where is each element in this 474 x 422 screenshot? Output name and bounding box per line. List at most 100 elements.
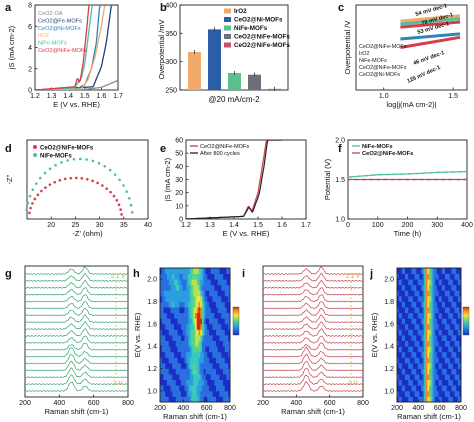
heatmap-cell [181, 273, 184, 280]
raman-frame [262, 265, 364, 398]
heatmap-cell [210, 357, 213, 364]
heatmap-cell [448, 390, 451, 397]
heatmap-cell [449, 268, 452, 274]
heatmap-cell [429, 379, 431, 386]
heatmap-cell [205, 368, 208, 375]
heatmap-cell [191, 268, 194, 274]
data-point [53, 180, 57, 184]
heatmap-cell [451, 295, 454, 302]
heatmap-cell [202, 374, 205, 381]
heatmap-cell [179, 390, 182, 397]
heatmap-cell [193, 368, 196, 375]
heatmap-cell [414, 346, 417, 353]
heatmap-cell [161, 295, 164, 302]
heatmap-cell [224, 340, 227, 347]
heatmap-cell [425, 307, 428, 314]
heatmap-cell [174, 268, 177, 274]
heatmap-cell [437, 329, 439, 336]
heatmap-cell [408, 390, 411, 397]
heatmap-cell [411, 340, 414, 347]
heatmap-cell [446, 362, 449, 369]
spectrum-line [24, 328, 129, 337]
heatmap-cell [441, 374, 444, 381]
heatmap-cell [195, 329, 198, 336]
heatmap-cell [167, 357, 170, 364]
annotation-label: 2.1 V [111, 274, 125, 280]
heatmap-cell [433, 368, 436, 375]
heatmap-cell [456, 284, 459, 291]
heatmap-cell [182, 295, 185, 302]
heatmap-cell [430, 335, 433, 341]
data-point [103, 164, 107, 168]
heatmap-cell [172, 279, 175, 286]
heatmap-cell [177, 379, 180, 386]
heatmap-cell [419, 390, 422, 397]
heatmap-cell [184, 346, 187, 353]
heatmap-cell [179, 323, 182, 330]
data-point [108, 168, 112, 172]
heatmap-cell [448, 396, 451, 403]
heatmap-cell [195, 340, 198, 347]
heatmap-cell [454, 368, 457, 375]
heatmap-cell [414, 312, 417, 319]
heatmap-cell [419, 368, 422, 375]
data-point [31, 202, 34, 205]
legend-entry: CeO2@Ni-MOFs [234, 17, 283, 24]
heatmap-cell [184, 329, 187, 336]
heatmap-cell [228, 390, 231, 397]
heatmap-cell [170, 385, 173, 392]
heatmap-cell [179, 368, 182, 375]
heatmap-cell [207, 307, 210, 314]
raman-frame [24, 265, 129, 398]
heatmap-cell [446, 374, 449, 381]
heatmap-cell [188, 295, 191, 302]
heatmap-cell [165, 374, 168, 381]
heatmap-cell [416, 273, 419, 280]
heatmap-cell [409, 346, 412, 353]
heatmap-cell [449, 295, 452, 302]
heatmap-cell [221, 295, 224, 302]
y-tick-label: 10 [175, 203, 183, 210]
heatmap-cell [441, 357, 444, 364]
heatmap-cell [167, 396, 170, 403]
heatmap-cell [403, 279, 406, 286]
heatmap-cell [398, 329, 401, 336]
panel-letter: g [5, 268, 12, 280]
heatmap-cell [161, 273, 164, 280]
heatmap-cell [172, 357, 175, 364]
heatmap-cell [437, 385, 439, 392]
heatmap-cell [186, 379, 189, 386]
heatmap-cell [457, 307, 460, 314]
heatmap-cell [432, 385, 435, 392]
heatmap-cell [413, 290, 415, 297]
heatmap-cell [165, 362, 168, 369]
heatmap-cell [440, 301, 443, 308]
heatmap-cell [214, 295, 217, 302]
data-point [78, 157, 82, 161]
heatmap-cell [210, 346, 213, 353]
heatmap-cell [203, 307, 206, 314]
data-point [39, 176, 42, 180]
heatmap-cell [174, 362, 177, 369]
heatmap-cell [398, 379, 401, 386]
heatmap-cell [219, 279, 222, 286]
heatmap-cell [448, 273, 451, 280]
heatmap-cell [424, 374, 427, 381]
heatmap-cell [212, 279, 215, 286]
heatmap-cell [405, 268, 407, 274]
heatmap-cell [400, 340, 403, 347]
heatmap-cell [437, 390, 439, 397]
heatmap-cell [417, 307, 420, 314]
heatmap-cell [398, 284, 401, 291]
heatmap-cell [449, 335, 452, 341]
spectrum-line [262, 381, 364, 392]
heatmap-cell [425, 312, 428, 319]
heatmap-cell [196, 374, 199, 381]
x-tick-label: 200 [257, 400, 269, 407]
heatmap-cell [177, 307, 180, 314]
heatmap-cell [167, 335, 170, 341]
heatmap-cell [419, 385, 422, 392]
heatmap-cell [210, 351, 213, 358]
heatmap-cell [449, 312, 452, 319]
